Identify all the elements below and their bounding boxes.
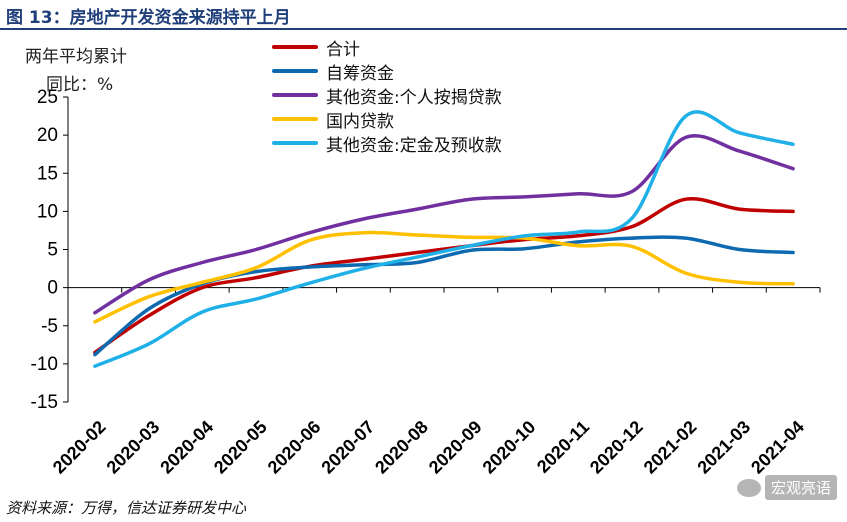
series-layer xyxy=(93,110,795,368)
legend-item-3: 其他资金:个人按揭贷款 xyxy=(272,83,502,108)
y-tick-label: 5 xyxy=(47,240,58,261)
x-tick-label: 2020-02 xyxy=(49,417,110,478)
legend-label: 合计 xyxy=(326,39,360,60)
figure-title: 图 13：房地产开发资金来源持平上月 xyxy=(6,8,291,28)
legend-swatch xyxy=(272,45,318,49)
y-tick-label: -10 xyxy=(31,354,58,375)
series-line-4 xyxy=(93,230,795,324)
series-line-3 xyxy=(93,134,795,315)
series-line-5 xyxy=(93,110,795,368)
legend-swatch xyxy=(272,141,318,145)
unit-label-line2: 同比：% xyxy=(46,75,114,95)
x-tick-label: 2020-04 xyxy=(156,417,217,478)
y-tick-label: 15 xyxy=(37,163,58,184)
watermark: 宏观亮语 xyxy=(736,475,837,500)
legend-swatch xyxy=(272,93,318,97)
y-tick-label: -15 xyxy=(31,392,58,413)
legend-label: 国内贷款 xyxy=(326,111,394,132)
legend-label: 其他资金:个人按揭贷款 xyxy=(326,87,502,108)
source-note: 资料来源：万得，信达证券研发中心 xyxy=(6,499,247,517)
y-tick-label: 20 xyxy=(37,125,58,146)
x-tick-label: 2020-05 xyxy=(210,417,271,478)
legend-label: 自筹资金 xyxy=(326,63,394,84)
chart-legend: 合计自筹资金其他资金:个人按揭贷款 国内贷款其他资金:定金及预收款 xyxy=(272,35,502,156)
x-tick-label: 2020-11 xyxy=(533,417,593,477)
watermark-label: 宏观亮语 xyxy=(764,475,837,500)
series-line-2 xyxy=(93,235,795,357)
legend-item-4: 国内贷款 xyxy=(272,107,502,132)
unit-label-line1: 两年平均累计 xyxy=(25,47,127,67)
legend-swatch xyxy=(272,117,318,121)
title-rule xyxy=(0,28,847,30)
legend-label: 其他资金:定金及预收款 xyxy=(326,135,502,156)
y-tick-label: 10 xyxy=(37,201,58,222)
x-tick-label: 2020-03 xyxy=(103,417,164,478)
x-tick-label: 2021-04 xyxy=(747,417,808,478)
x-tick-label: 2021-02 xyxy=(640,417,701,478)
y-tick-label: 0 xyxy=(47,278,58,299)
legend-item-1: 合计 xyxy=(272,35,502,60)
y-tick-label: -5 xyxy=(41,316,58,337)
x-tick-label: 2020-12 xyxy=(586,417,647,478)
legend-item-5: 其他资金:定金及预收款 xyxy=(272,131,502,156)
x-tick-label: 2020-10 xyxy=(479,417,540,478)
x-tick-label: 2020-09 xyxy=(425,417,486,478)
wechat-icon xyxy=(736,478,761,497)
x-tick-label: 2020-06 xyxy=(264,417,325,478)
legend-item-2: 自筹资金 xyxy=(272,59,502,84)
x-tick-label: 2021-03 xyxy=(693,417,754,478)
x-tick-label: 2020-08 xyxy=(371,417,432,478)
x-tick-label: 2020-07 xyxy=(317,417,378,478)
y-tick-label: 25 xyxy=(37,87,58,108)
series-line-1 xyxy=(93,196,795,355)
legend-swatch xyxy=(272,69,318,73)
